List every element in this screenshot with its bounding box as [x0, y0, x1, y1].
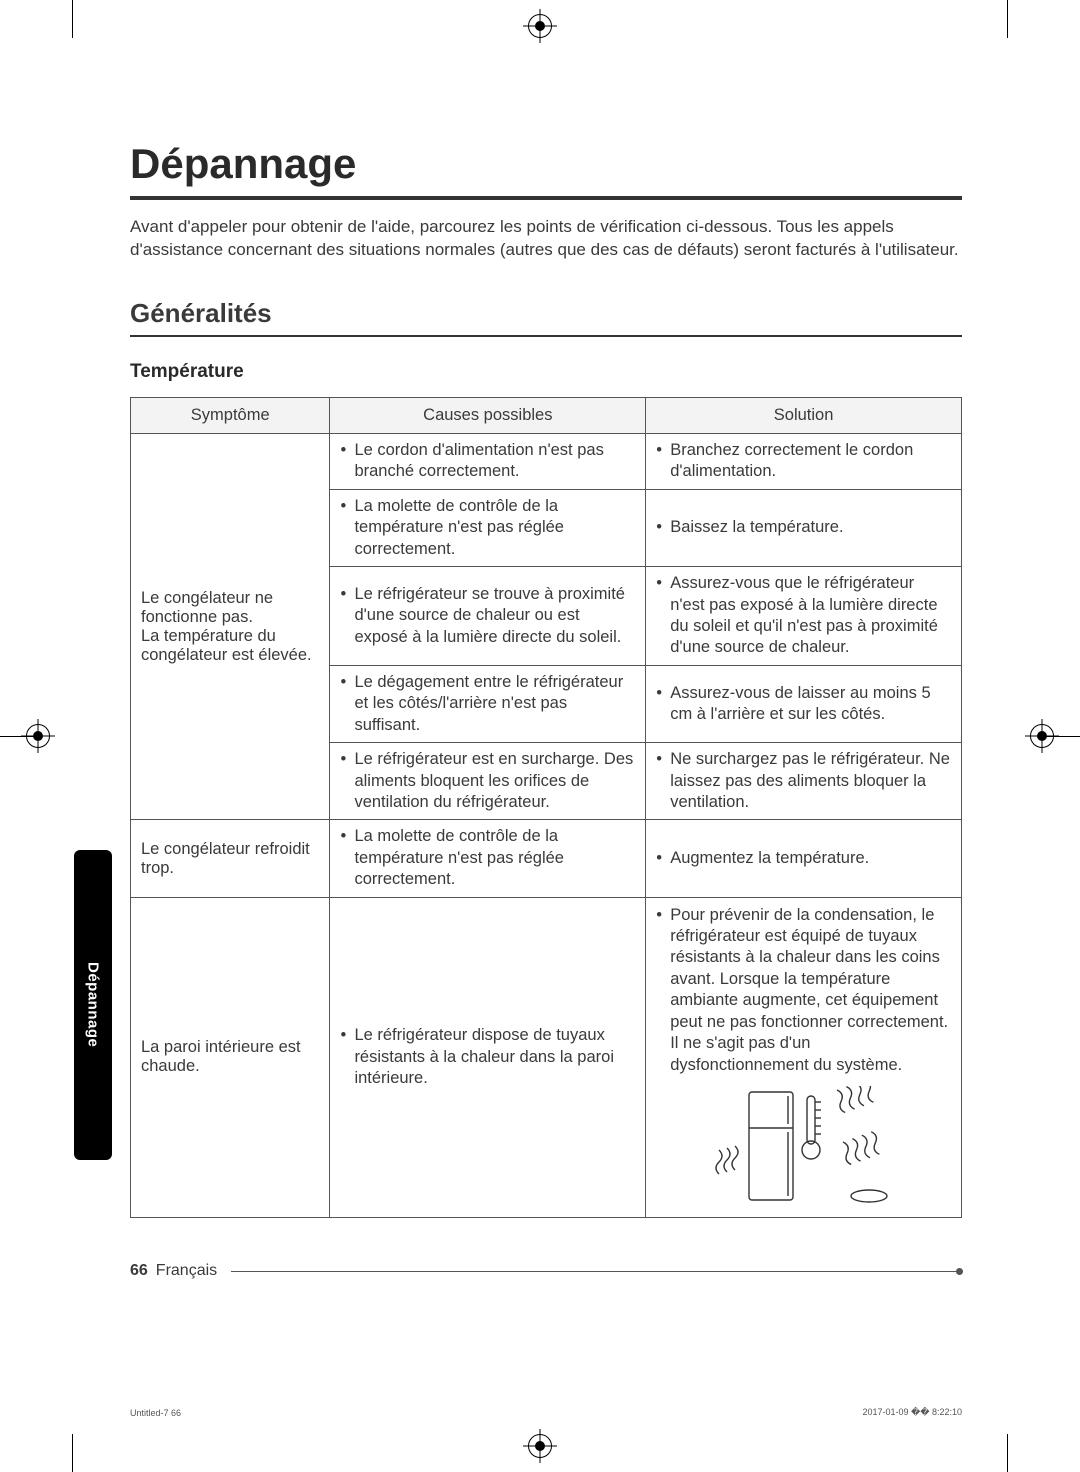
- footer-language: Français: [156, 1262, 217, 1280]
- page-content: Dépannage Avant d'appeler pour obtenir d…: [130, 140, 962, 1372]
- solution-text: Assurez-vous que le réfrigérateur n'est …: [670, 573, 951, 659]
- cause-text: Le réfrigérateur se trouve à proximité d…: [354, 584, 635, 648]
- solution-cell: Ne surchargez pas le réfrigérateur. Ne l…: [646, 743, 962, 820]
- registration-mark-icon: [528, 1434, 552, 1458]
- cause-text: Le réfrigérateur dispose de tuyaux résis…: [354, 1025, 635, 1089]
- section-heading: Généralités: [130, 298, 962, 337]
- cause-cell: Le dégagement entre le réfrigérateur et …: [330, 665, 646, 742]
- imprint-right: 2017-01-09 �� 8:22:10: [862, 1407, 962, 1418]
- side-tab: Dépannage: [74, 850, 112, 1160]
- header-causes: Causes possibles: [330, 397, 646, 433]
- troubleshoot-table: Symptôme Causes possibles Solution Le co…: [130, 397, 962, 1218]
- table-row: Le congélateur refroidit trop. La molett…: [131, 820, 962, 897]
- crop-mark: [72, 0, 73, 38]
- page-title: Dépannage: [130, 140, 962, 200]
- solution-cell: Augmentez la température.: [646, 820, 962, 897]
- solution-text: Ne surchargez pas le réfrigérateur. Ne l…: [670, 749, 951, 813]
- solution-cell: Assurez-vous de laisser au moins 5 cm à …: [646, 665, 962, 742]
- page-footer: 66 Français: [130, 1262, 962, 1280]
- symptom-cell: Le congélateur ne fonctionne pas. La tem…: [131, 433, 330, 820]
- registration-mark-icon: [1030, 724, 1054, 748]
- header-solution: Solution: [646, 397, 962, 433]
- cause-cell: La molette de contrôle de la température…: [330, 489, 646, 566]
- crop-mark: [1007, 0, 1008, 38]
- cause-cell: Le réfrigérateur dispose de tuyaux résis…: [330, 897, 646, 1217]
- solution-cell: Pour prévenir de la condensation, le réf…: [646, 897, 962, 1217]
- solution-text: Assurez-vous de laisser au moins 5 cm à …: [670, 683, 951, 726]
- table-row: Le congélateur ne fonctionne pas. La tem…: [131, 433, 962, 489]
- solution-text: Augmentez la température.: [670, 848, 951, 869]
- intro-text: Avant d'appeler pour obtenir de l'aide, …: [130, 216, 962, 262]
- solution-text: Baissez la température.: [670, 517, 951, 538]
- page-number: 66: [130, 1262, 148, 1280]
- header-symptom: Symptôme: [131, 397, 330, 433]
- cause-cell: Le réfrigérateur se trouve à proximité d…: [330, 567, 646, 666]
- cause-text: La molette de contrôle de la température…: [354, 826, 635, 890]
- solution-text: Branchez correctement le cordon d'alimen…: [670, 440, 951, 483]
- solution-cell: Branchez correctement le cordon d'alimen…: [646, 433, 962, 489]
- cause-cell: Le cordon d'alimentation n'est pas branc…: [330, 433, 646, 489]
- table-header-row: Symptôme Causes possibles Solution: [131, 397, 962, 433]
- cause-cell: La molette de contrôle de la température…: [330, 820, 646, 897]
- crop-mark: [1007, 1434, 1008, 1472]
- registration-mark-icon: [26, 724, 50, 748]
- cause-text: Le cordon d'alimentation n'est pas branc…: [354, 440, 635, 483]
- symptom-cell: Le congélateur refroidit trop.: [131, 820, 330, 897]
- solution-cell: Assurez-vous que le réfrigérateur n'est …: [646, 567, 962, 666]
- registration-mark-icon: [528, 14, 552, 38]
- imprint-left: Untitled-7 66: [130, 1408, 181, 1418]
- solution-text: Pour prévenir de la condensation, le réf…: [670, 905, 951, 1077]
- footer-rule: [231, 1271, 962, 1272]
- solution-cell: Baissez la température.: [646, 489, 962, 566]
- symptom-cell: La paroi intérieure est chaude.: [131, 897, 330, 1217]
- cause-text: La molette de contrôle de la température…: [354, 496, 635, 560]
- cause-text: Le dégagement entre le réfrigérateur et …: [354, 672, 635, 736]
- fridge-heat-diagram-icon: [709, 1086, 899, 1206]
- cause-text: Le réfrigérateur est en surcharge. Des a…: [354, 749, 635, 813]
- side-tab-label: Dépannage: [85, 962, 102, 1047]
- table-row: La paroi intérieure est chaude. Le réfri…: [131, 897, 962, 1217]
- crop-mark: [72, 1434, 73, 1472]
- cause-cell: Le réfrigérateur est en surcharge. Des a…: [330, 743, 646, 820]
- sub-heading: Température: [130, 361, 962, 383]
